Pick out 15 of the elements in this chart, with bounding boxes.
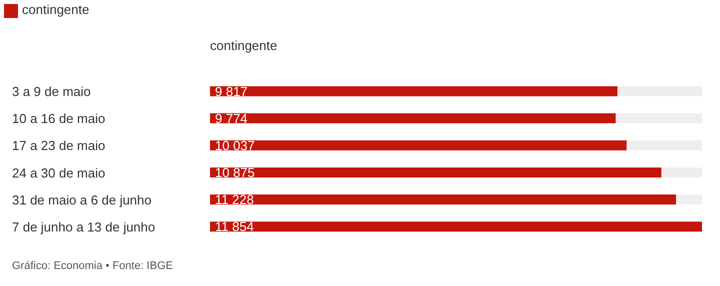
text: Gráfico: Economia • Fonte: IBGE xyxy=(12,260,173,272)
x-axis-title: contingente xyxy=(210,38,278,53)
data-label: 9 774 xyxy=(215,110,248,126)
data-label: 11 228 xyxy=(215,192,254,208)
data-label: 11 854 xyxy=(215,219,254,234)
y-tick-label: 3 a 9 de maio xyxy=(12,84,91,100)
legend-label: contingente xyxy=(22,2,90,17)
y-tick-label: 10 a 16 de maio xyxy=(12,111,106,126)
data-label: 10 875 xyxy=(215,165,255,180)
data-label: 10 037 xyxy=(215,138,255,153)
y-tick-label: 7 de junho a 13 de junho xyxy=(12,219,156,234)
data-label: 9 817 xyxy=(215,84,248,99)
y-tick-label: 24 a 30 de maio xyxy=(12,165,106,180)
y-tick-label: 31 de maio a 6 de junho xyxy=(12,192,152,208)
y-tick-label: 17 a 23 de maio xyxy=(12,138,106,154)
